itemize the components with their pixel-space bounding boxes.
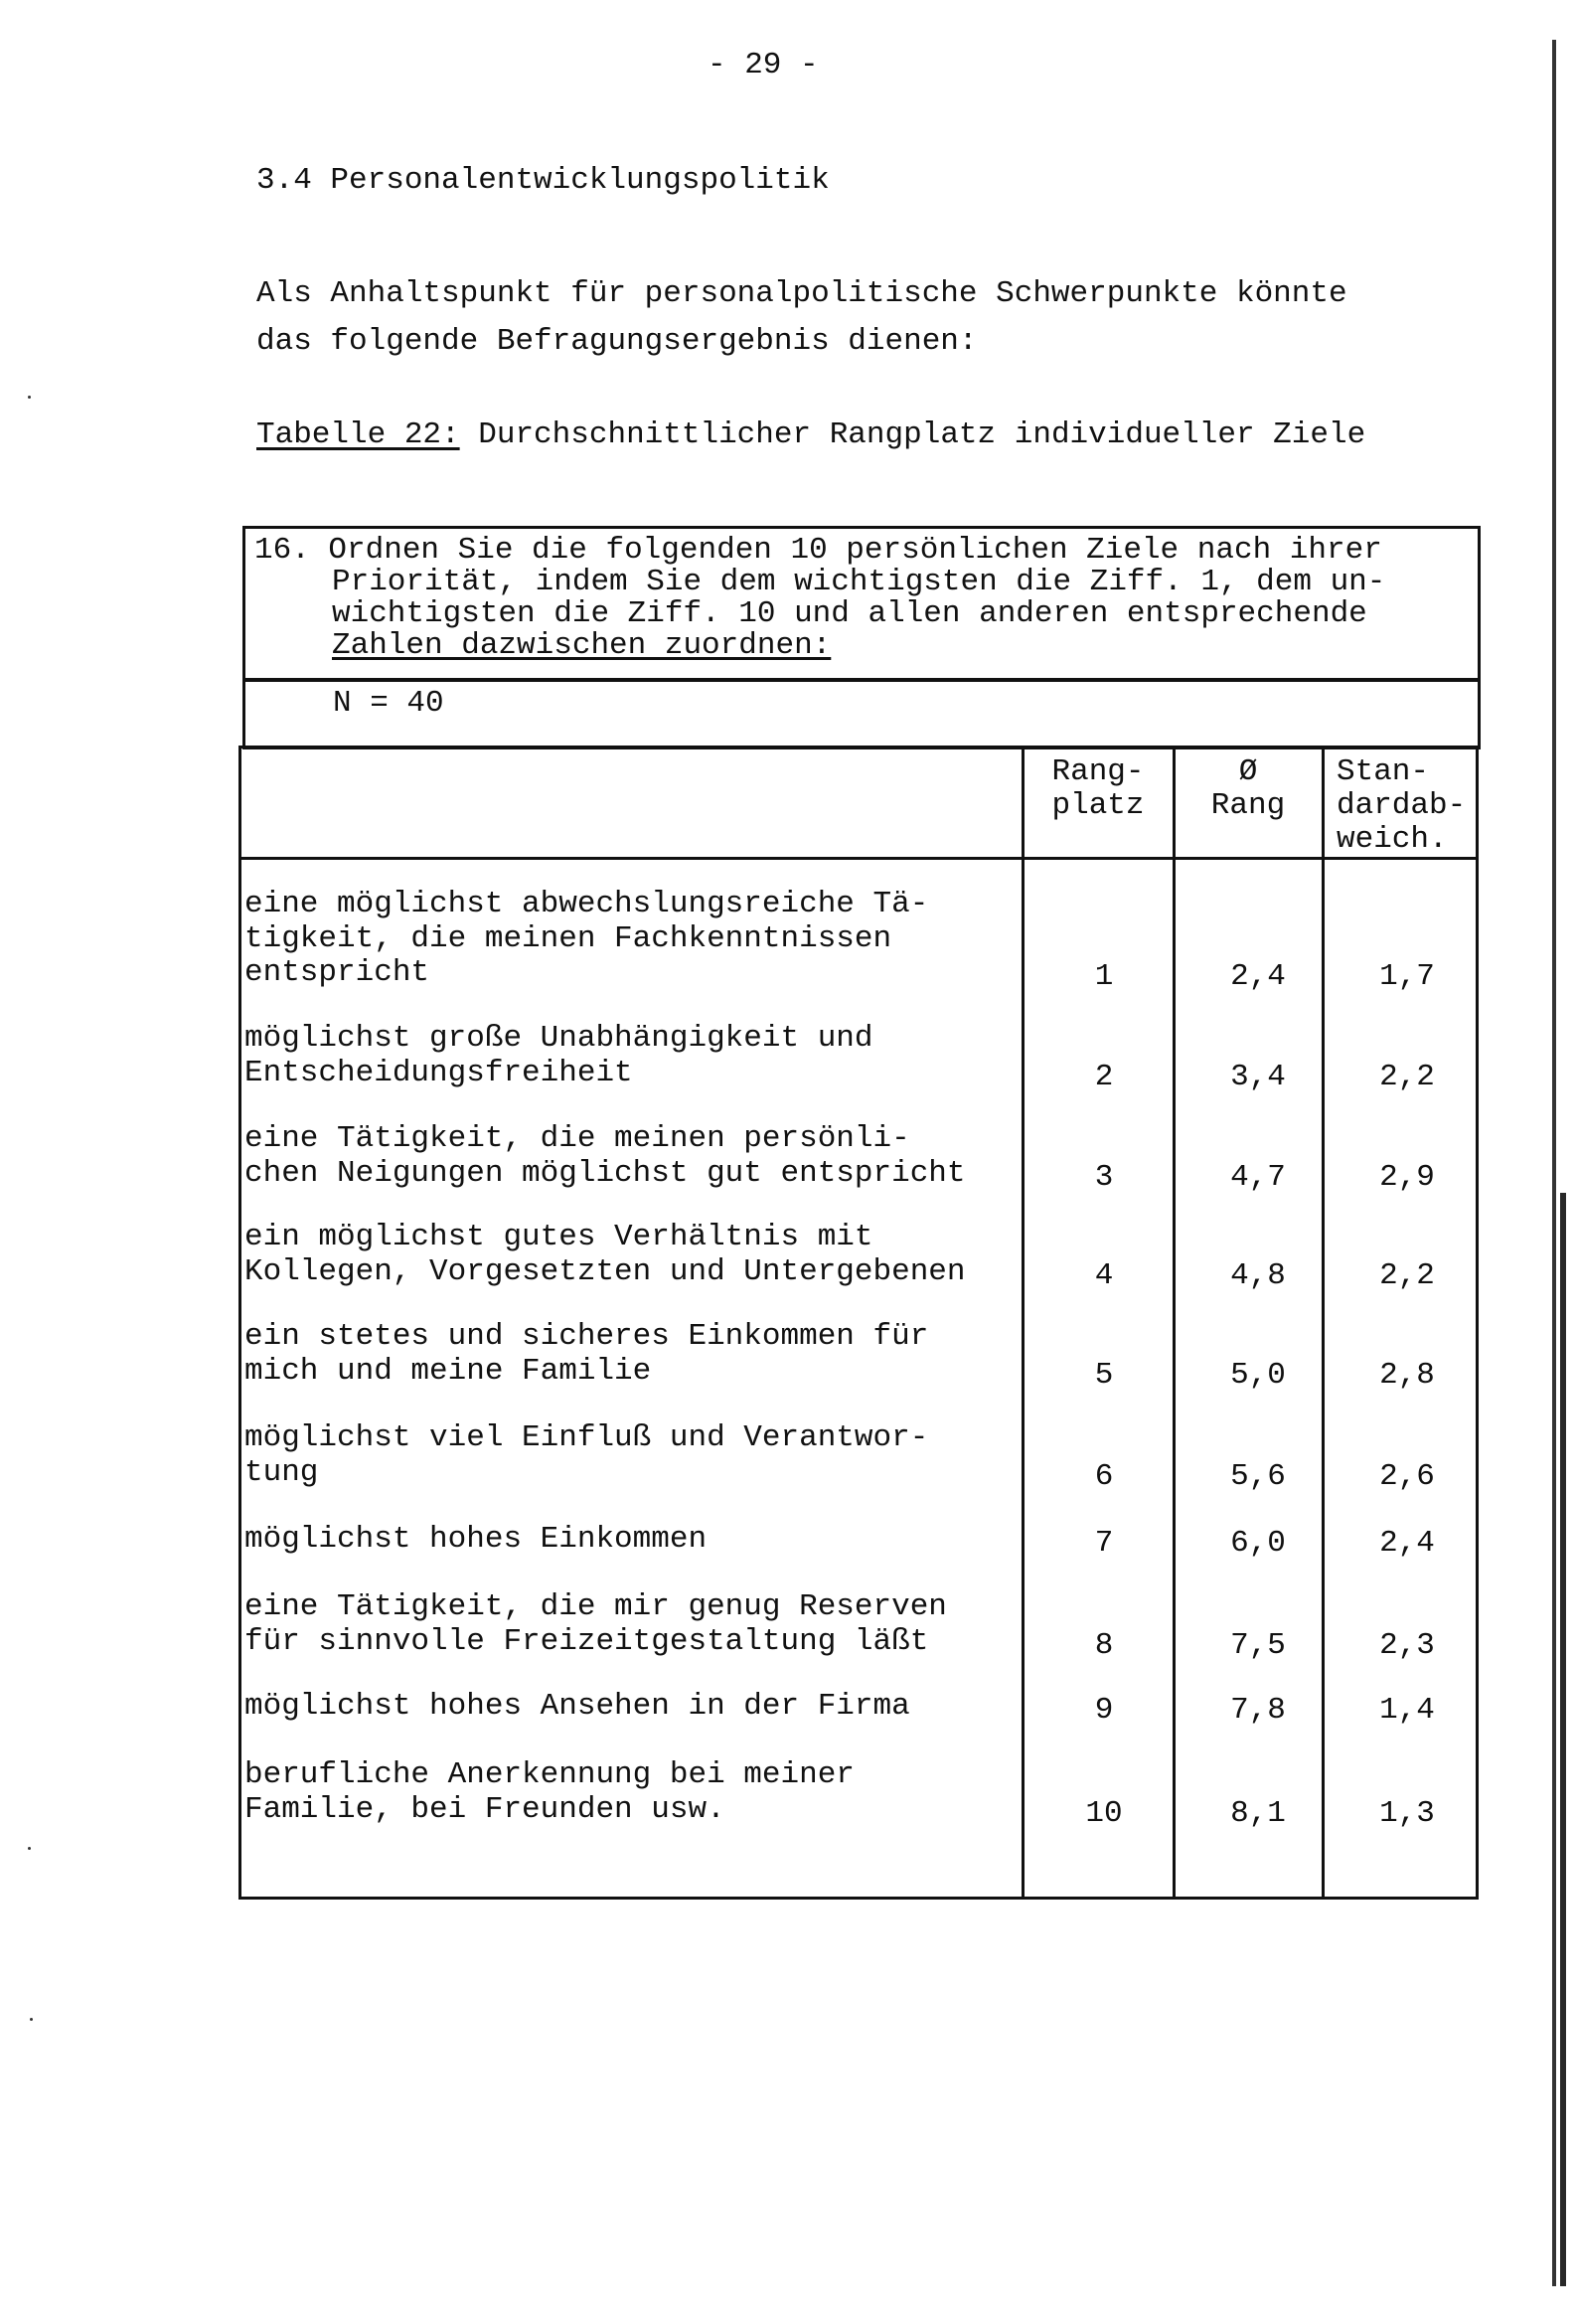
- rank-value: 3: [1094, 1159, 1114, 1195]
- table-row: eine Tätigkeit, die meinen persönli- che…: [244, 1121, 1467, 1194]
- mean-rank-value: 7,8: [1230, 1693, 1286, 1728]
- header-mean-rank: Ø Rang: [1210, 754, 1286, 823]
- scan-speck: [28, 1847, 31, 1850]
- mean-rank-value: 4,7: [1230, 1159, 1286, 1195]
- mean-rank-value: 3,4: [1230, 1059, 1286, 1094]
- intro-line: das folgende Befragungsergebnis dienen:: [256, 324, 978, 359]
- table-row: berufliche Anerkennung bei meiner Famili…: [244, 1757, 1467, 1830]
- goal-text: eine möglichst abwechslungsreiche Tä- ti…: [244, 887, 929, 990]
- scan-speck: [28, 396, 31, 399]
- goal-text: möglichst hohes Einkommen: [244, 1522, 708, 1557]
- table-row: ein möglichst gutes Verhältnis mit Kolle…: [244, 1220, 1467, 1292]
- std-dev-value: 2,2: [1379, 1059, 1435, 1094]
- mean-rank-value: 8,1: [1230, 1795, 1286, 1831]
- intro-paragraph: Als Anhaltspunkt für personalpolitische …: [256, 270, 1347, 366]
- table-row: ein stetes und sicheres Einkommen für mi…: [244, 1319, 1467, 1392]
- rank-value: 2: [1094, 1059, 1114, 1094]
- goal-text: ein stetes und sicheres Einkommen für mi…: [244, 1319, 929, 1389]
- std-dev-value: 2,3: [1379, 1627, 1435, 1663]
- mean-rank-value: 6,0: [1230, 1526, 1286, 1561]
- table-row: möglichst viel Einfluß und Verantwor- tu…: [244, 1420, 1467, 1493]
- scan-edge: [1552, 40, 1556, 2286]
- question-number: 16.: [254, 533, 310, 568]
- std-dev-value: 2,2: [1379, 1257, 1435, 1293]
- scan-edge: [1560, 1193, 1566, 2286]
- page-number: - 29 -: [708, 48, 819, 83]
- table-row: eine Tätigkeit, die mir genug Reserven f…: [244, 1589, 1467, 1662]
- caption-title: Durchschnittlicher Rangplatz individuell…: [459, 417, 1366, 452]
- table-caption: Tabelle 22: Durchschnittlicher Rangplatz…: [256, 417, 1365, 452]
- table-row: eine möglichst abwechslungsreiche Tä- ti…: [244, 887, 1467, 993]
- rank-value: 5: [1094, 1357, 1114, 1393]
- std-dev-value: 2,9: [1379, 1159, 1435, 1195]
- rank-value: 4: [1094, 1257, 1114, 1293]
- std-dev-value: 2,8: [1379, 1357, 1435, 1393]
- rank-value: 8: [1094, 1627, 1114, 1663]
- goal-text: möglichst hohes Ansehen in der Firma: [244, 1689, 910, 1724]
- question-line: Zahlen dazwischen zuordnen:: [332, 628, 832, 663]
- goal-text: möglichst große Unabhängigkeit und Entsc…: [244, 1021, 873, 1090]
- goal-text: möglichst viel Einfluß und Verantwor- tu…: [244, 1420, 929, 1490]
- sample-size: N = 40: [333, 686, 444, 721]
- rank-value: 6: [1094, 1458, 1114, 1494]
- header-rangplatz: Rang- platz: [1051, 754, 1145, 823]
- mean-rank-value: 2,4: [1230, 959, 1286, 994]
- table-row: möglichst große Unabhängigkeit und Entsc…: [244, 1021, 1467, 1093]
- question-line: Ordnen Sie die folgenden 10 persönlichen…: [328, 533, 1382, 568]
- std-dev-value: 2,6: [1379, 1458, 1435, 1494]
- caption-label: Tabelle 22:: [256, 417, 460, 452]
- question-text: 16. Ordnen Sie die folgenden 10 persönli…: [254, 535, 1385, 662]
- std-dev-value: 1,3: [1379, 1795, 1435, 1831]
- mean-rank-value: 5,0: [1230, 1357, 1286, 1393]
- mean-rank-value: 4,8: [1230, 1257, 1286, 1293]
- goal-text: ein möglichst gutes Verhältnis mit Kolle…: [244, 1220, 966, 1289]
- mean-rank-value: 5,6: [1230, 1458, 1286, 1494]
- question-line: wichtigsten die Ziff. 10 und allen ander…: [332, 596, 1367, 631]
- rank-value: 7: [1094, 1526, 1114, 1561]
- section-heading: 3.4 Personalentwicklungspolitik: [256, 163, 830, 198]
- rank-value: 9: [1094, 1693, 1114, 1728]
- header-divider: [238, 857, 1476, 860]
- table-row: möglichst hohes Ansehen in der Firma 9 7…: [244, 1689, 1467, 1727]
- column-divider: [1322, 746, 1325, 1897]
- mean-rank-value: 7,5: [1230, 1627, 1286, 1663]
- goal-text: berufliche Anerkennung bei meiner Famili…: [244, 1757, 855, 1827]
- goal-text: eine Tätigkeit, die meinen persönli- che…: [244, 1121, 966, 1191]
- scan-speck: [30, 2018, 33, 2021]
- goal-text: eine Tätigkeit, die mir genug Reserven f…: [244, 1589, 947, 1659]
- column-divider: [1022, 746, 1025, 1897]
- intro-line: Als Anhaltspunkt für personalpolitische …: [256, 276, 1347, 311]
- column-divider: [1173, 746, 1176, 1897]
- rank-value: 10: [1085, 1795, 1123, 1831]
- std-dev-value: 2,4: [1379, 1526, 1435, 1561]
- std-dev-value: 1,4: [1379, 1693, 1435, 1728]
- question-line: Priorität, indem Sie dem wichtigsten die…: [332, 565, 1386, 599]
- header-std-dev: Stan- dardab- weich.: [1337, 754, 1467, 857]
- std-dev-value: 1,7: [1379, 959, 1435, 994]
- table-row: möglichst hohes Einkommen 7 6,0 2,4: [244, 1522, 1467, 1560]
- results-table: [238, 746, 1479, 1900]
- rank-value: 1: [1094, 959, 1114, 994]
